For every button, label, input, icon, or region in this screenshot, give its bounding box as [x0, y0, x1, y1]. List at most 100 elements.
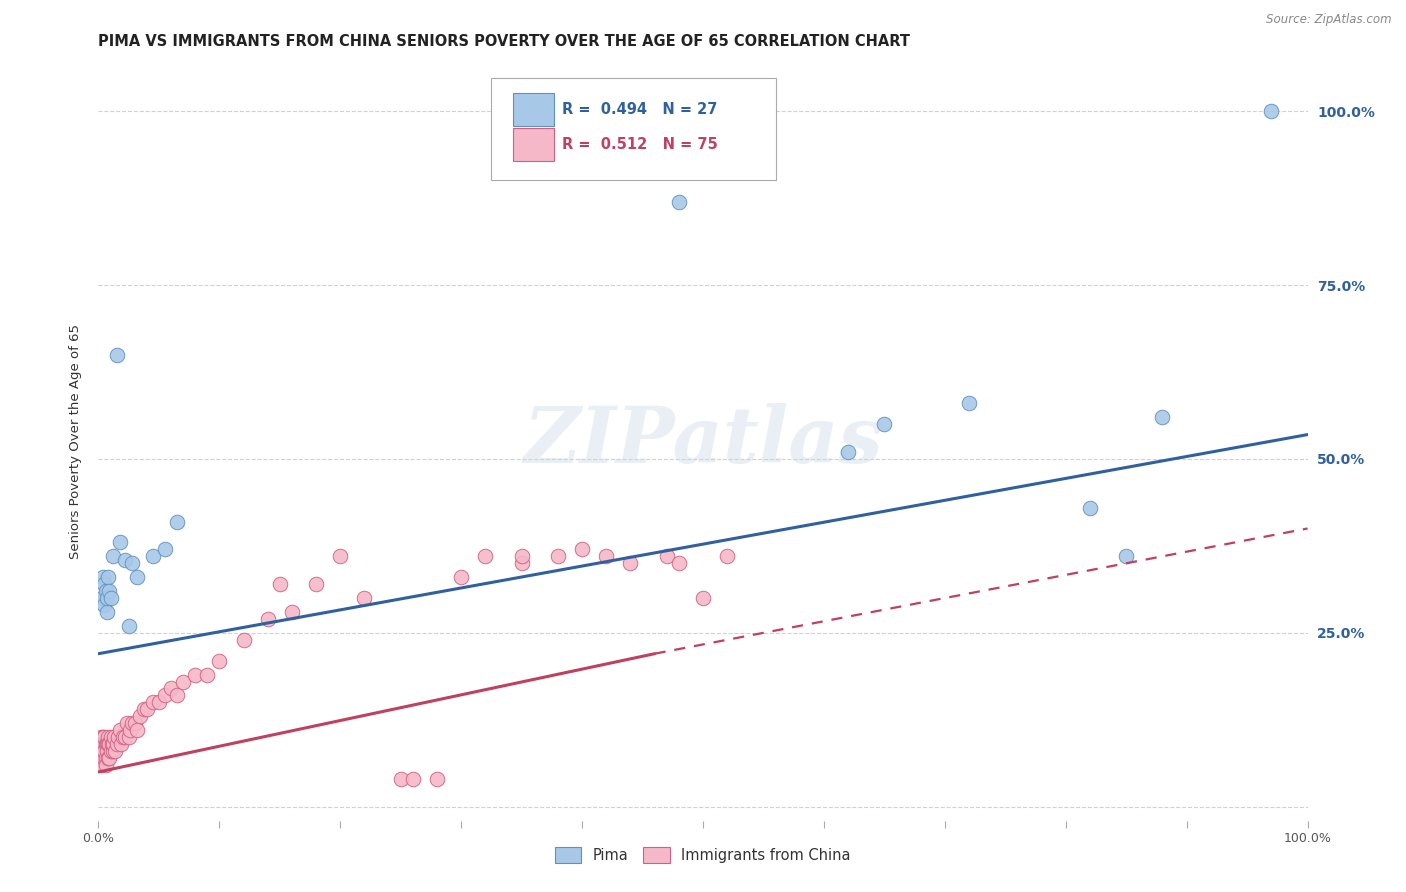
Point	[389, 772, 412, 786]
Text: R =  0.494   N = 27: R = 0.494 N = 27	[561, 102, 717, 117]
Text: ZIPatlas: ZIPatlas	[523, 403, 883, 480]
Point	[142, 695, 165, 709]
Point	[94, 758, 117, 772]
Text: PIMA VS IMMIGRANTS FROM CHINA SENIORS POVERTY OVER THE AGE OF 65 CORRELATION CHA: PIMA VS IMMIGRANTS FROM CHINA SENIORS PO…	[98, 34, 911, 49]
Point	[101, 744, 124, 758]
Point	[547, 549, 569, 564]
Point	[111, 730, 134, 744]
Point	[127, 723, 149, 738]
Point	[108, 723, 131, 738]
Point	[668, 556, 690, 570]
Point	[91, 758, 114, 772]
Point	[281, 605, 304, 619]
Point	[98, 737, 121, 751]
Point	[96, 605, 118, 619]
Point	[160, 681, 183, 696]
Point	[124, 716, 146, 731]
Point	[98, 584, 121, 599]
Point	[97, 570, 120, 584]
Point	[118, 619, 141, 633]
Point	[100, 744, 122, 758]
Point	[135, 702, 157, 716]
Point	[91, 737, 114, 751]
Point	[269, 577, 291, 591]
Point	[93, 577, 115, 591]
Point	[97, 751, 120, 765]
Point	[97, 737, 120, 751]
Point	[103, 730, 125, 744]
Point	[90, 730, 112, 744]
Point	[94, 751, 117, 765]
Point	[595, 549, 617, 564]
Point	[100, 591, 122, 605]
Point	[402, 772, 425, 786]
Point	[655, 549, 678, 564]
Point	[105, 348, 128, 362]
Point	[121, 556, 143, 570]
Point	[166, 515, 188, 529]
Point	[93, 598, 115, 612]
Point	[474, 549, 496, 564]
Point	[104, 744, 127, 758]
Point	[96, 737, 118, 751]
Point	[195, 667, 218, 681]
Point	[93, 737, 115, 751]
Point	[114, 730, 136, 744]
Point	[1078, 500, 1101, 515]
Point	[91, 591, 114, 605]
FancyBboxPatch shape	[513, 128, 554, 161]
Point	[837, 445, 859, 459]
Point	[510, 549, 533, 564]
Point	[450, 570, 472, 584]
Point	[94, 737, 117, 751]
Point	[153, 689, 176, 703]
Text: Source: ZipAtlas.com: Source: ZipAtlas.com	[1267, 13, 1392, 27]
Point	[93, 744, 115, 758]
Point	[101, 549, 124, 564]
Point	[692, 591, 714, 605]
Point	[107, 730, 129, 744]
Point	[118, 730, 141, 744]
Point	[90, 744, 112, 758]
Point	[98, 751, 121, 765]
Point	[148, 695, 170, 709]
FancyBboxPatch shape	[492, 78, 776, 180]
Point	[668, 194, 690, 209]
Point	[96, 744, 118, 758]
Point	[105, 737, 128, 751]
Point	[121, 716, 143, 731]
Point	[110, 737, 132, 751]
Point	[153, 542, 176, 557]
Point	[127, 570, 149, 584]
Point	[716, 549, 738, 564]
Point	[1115, 549, 1137, 564]
Point	[142, 549, 165, 564]
Point	[96, 591, 118, 605]
Point	[256, 612, 278, 626]
Point	[114, 553, 136, 567]
Point	[571, 542, 593, 557]
Point	[1152, 410, 1174, 425]
Point	[184, 667, 207, 681]
Point	[329, 549, 352, 564]
Point	[172, 674, 194, 689]
Point	[100, 730, 122, 744]
FancyBboxPatch shape	[513, 93, 554, 126]
Point	[232, 632, 254, 647]
Point	[305, 577, 328, 591]
Point	[108, 535, 131, 549]
Point	[91, 730, 114, 744]
Text: R =  0.512   N = 75: R = 0.512 N = 75	[561, 136, 717, 152]
Point	[619, 556, 641, 570]
Point	[91, 570, 114, 584]
Point	[426, 772, 449, 786]
Point	[91, 751, 114, 765]
Point	[166, 689, 188, 703]
Point	[128, 709, 150, 723]
Point	[94, 584, 117, 599]
Point	[510, 556, 533, 570]
Point	[208, 654, 231, 668]
Point	[101, 737, 124, 751]
Point	[873, 417, 896, 432]
Point	[97, 730, 120, 744]
